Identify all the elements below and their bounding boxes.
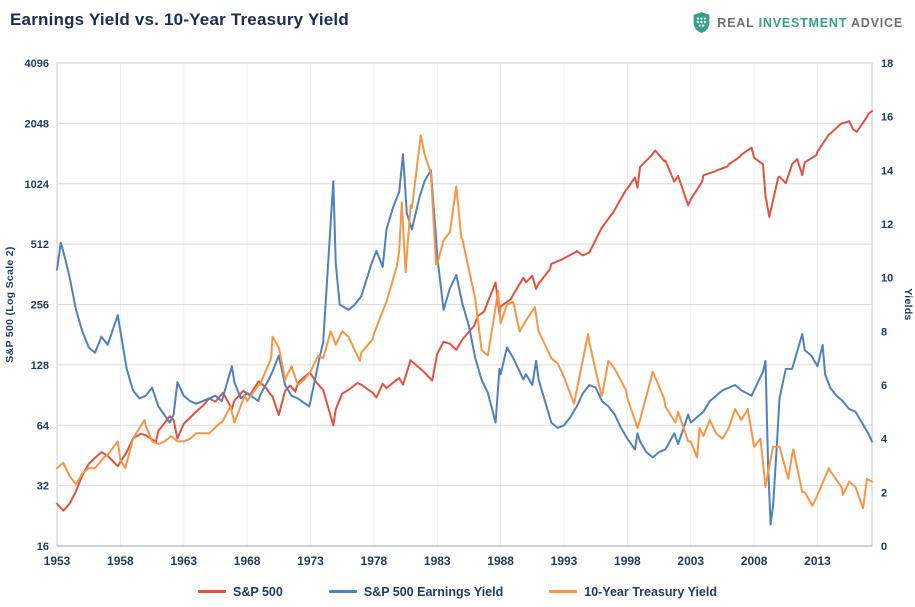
svg-text:8: 8 xyxy=(881,326,887,338)
legend-item-sp500: S&P 500 xyxy=(198,585,283,599)
svg-text:1998: 1998 xyxy=(614,554,641,568)
legend-label-treasury-yield: 10-Year Treasury Yield xyxy=(584,584,717,599)
svg-text:1993: 1993 xyxy=(551,554,578,568)
svg-text:2013: 2013 xyxy=(804,554,831,568)
legend-swatch-earnings-yield xyxy=(328,590,357,593)
legend-swatch-sp500 xyxy=(198,590,227,593)
svg-text:14: 14 xyxy=(881,165,894,177)
svg-text:18: 18 xyxy=(881,58,893,70)
svg-text:32: 32 xyxy=(37,481,49,493)
svg-text:S&P 500 (Log Scale 2): S&P 500 (Log Scale 2) xyxy=(4,246,16,362)
brand-name: REAL INVESTMENT ADVICE xyxy=(717,16,903,30)
header: Earnings Yield vs. 10-Year Treasury Yiel… xyxy=(0,0,915,46)
brand-word-real: REAL xyxy=(717,15,755,30)
legend-label-earnings-yield: S&P 500 Earnings Yield xyxy=(363,584,504,599)
svg-text:16: 16 xyxy=(881,112,893,124)
svg-text:1968: 1968 xyxy=(234,554,261,568)
svg-text:1953: 1953 xyxy=(44,554,71,568)
chart-area: 16 32 64 128 256 512 1024 2048 4096 0 2 4 6 8 10 12 14 16… xyxy=(0,46,915,576)
legend-swatch-treasury-yield xyxy=(549,590,578,593)
svg-text:1973: 1973 xyxy=(297,554,324,568)
legend-item-earnings-yield: S&P 500 Earnings Yield xyxy=(328,584,504,599)
svg-text:1978: 1978 xyxy=(361,554,388,568)
svg-text:512: 512 xyxy=(31,239,49,251)
svg-text:12: 12 xyxy=(881,219,893,231)
svg-text:1958: 1958 xyxy=(107,554,134,568)
svg-text:2008: 2008 xyxy=(741,554,768,568)
legend-label-sp500: S&P 500 xyxy=(233,584,283,599)
svg-text:2: 2 xyxy=(881,487,887,499)
svg-text:6: 6 xyxy=(881,380,887,392)
svg-text:1983: 1983 xyxy=(424,554,451,568)
page-title: Earnings Yield vs. 10-Year Treasury Yiel… xyxy=(10,10,349,29)
legend: S&P 500 S&P 500 Earnings Yield 10-Year T… xyxy=(0,576,915,607)
brand-logo: REAL INVESTMENT ADVICE xyxy=(692,10,903,34)
shield-icon xyxy=(692,11,711,34)
svg-text:0: 0 xyxy=(881,541,887,553)
chart-canvas: 16 32 64 128 256 512 1024 2048 4096 0 2 4 6 8 10 12 14 16… xyxy=(4,58,914,568)
svg-text:2003: 2003 xyxy=(677,554,704,568)
svg-text:64: 64 xyxy=(37,420,50,432)
svg-text:16: 16 xyxy=(37,541,49,553)
svg-text:10: 10 xyxy=(881,273,893,285)
brand-word-investment: INVESTMENT xyxy=(758,15,848,30)
svg-text:2048: 2048 xyxy=(25,118,49,130)
svg-text:4096: 4096 xyxy=(25,58,49,70)
svg-text:4: 4 xyxy=(881,434,888,446)
svg-text:Yields: Yields xyxy=(902,288,914,320)
legend-item-treasury-yield: 10-Year Treasury Yield xyxy=(549,585,717,599)
svg-text:1024: 1024 xyxy=(25,179,50,191)
svg-text:1988: 1988 xyxy=(487,554,514,568)
svg-text:128: 128 xyxy=(31,360,49,372)
svg-text:256: 256 xyxy=(31,300,49,312)
svg-text:1963: 1963 xyxy=(170,554,197,568)
brand-word-advice: ADVICE xyxy=(850,15,903,30)
